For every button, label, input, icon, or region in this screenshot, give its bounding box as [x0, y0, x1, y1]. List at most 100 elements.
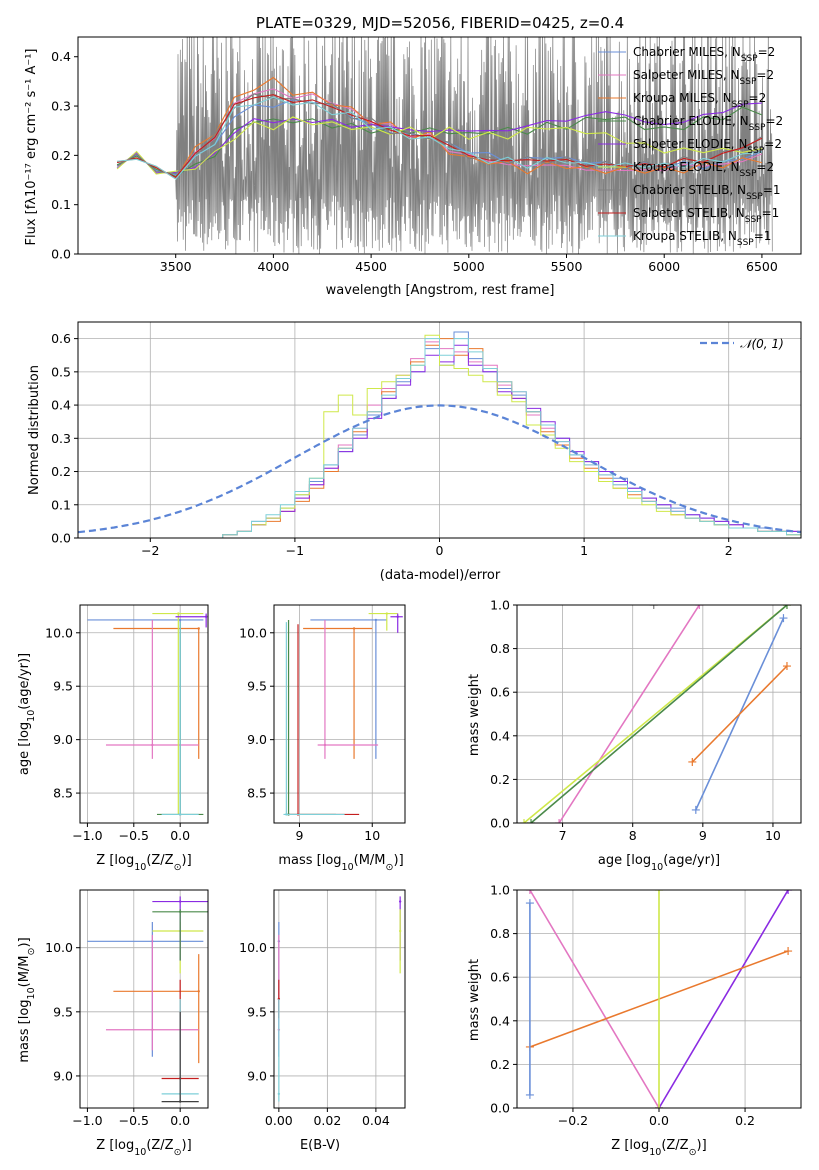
x-tick-label: 4000: [257, 259, 289, 274]
grid: [80, 890, 208, 1108]
x-tick-label: 8: [629, 828, 637, 843]
spectrum-title: PLATE=0329, MJD=52056, FIBERID=0425, z=0…: [256, 14, 624, 32]
x-tick-label: 0.00: [265, 1113, 293, 1128]
y-tick-label: 0.2: [51, 148, 71, 163]
grid: [274, 890, 405, 1108]
y-tick-label: 0.0: [51, 247, 71, 262]
weight-line: [658, 890, 789, 1108]
axes: 0.00 0.02 0.04 9.0 9.5 10.0: [239, 889, 406, 1128]
y-tick-label: 8.5: [247, 786, 267, 801]
y-tick-label: 9.5: [53, 1004, 73, 1019]
plot-area: [525, 890, 793, 1108]
plus-marker: [784, 890, 793, 894]
legend-entry: Kroupa MILES, NSSP=2: [633, 91, 766, 110]
mass-z-ylabel: mass [log10(M/M⊙)]: [17, 937, 37, 1062]
x-tick-label: −1: [286, 543, 304, 558]
data-point: [178, 1100, 182, 1103]
y-tick-label: 0.1: [51, 497, 71, 512]
mw-z-ylabel: mass weight: [467, 959, 482, 1041]
y-tick-label: 0.2: [51, 464, 71, 479]
x-tick-label: −0.2: [558, 1113, 588, 1128]
spectrum-series-line: [116, 102, 762, 174]
axes: −0.2 0.0 0.2 0.0 0.2 0.4 0.6 0.8 1.0: [490, 883, 802, 1128]
plus-marker: [691, 805, 700, 814]
legend-entry: Kroupa ELODIE, NSSP=2: [633, 160, 774, 179]
x-tick-label: 2: [725, 543, 733, 558]
weight-line: [530, 605, 788, 823]
data-point: [178, 910, 182, 913]
legend-entry: Chabrier MILES, NSSP=2: [633, 45, 775, 64]
data-point: [197, 627, 200, 630]
histogram-step: [222, 334, 801, 538]
plus-marker: [688, 757, 697, 766]
x-tick-label: 9: [295, 828, 303, 843]
data-point: [374, 618, 378, 622]
axes-frame: [77, 36, 802, 255]
age-mass-xlabel-rich: mass [log10(M/M⊙)]: [278, 853, 403, 873]
y-tick-label: 0.3: [51, 99, 71, 114]
data-point: [178, 618, 182, 622]
legend-entry: Chabrier STELIB, NSSP=1: [633, 183, 781, 202]
data-point: [177, 612, 180, 615]
x-tick-label: −0.5: [119, 1113, 149, 1128]
y-tick-label: 8.5: [53, 786, 73, 801]
weight-line: [529, 890, 660, 1108]
data-point: [178, 900, 182, 903]
grid: [80, 605, 208, 823]
age-vs-metallicity-panel: −1.0 −0.5 0.0 8.5 9.0 9.5 10.0 Z [log10(Z/Z⊙)] a…: [17, 604, 209, 873]
x-tick-label: −1.0: [72, 1113, 102, 1128]
y-tick-label: 10.0: [239, 940, 267, 955]
x-tick-label: 0.0: [170, 828, 190, 843]
x-tick-label: 0.04: [362, 1113, 390, 1128]
x-tick-label: 3500: [160, 259, 192, 274]
age-z-xlabel: Z [log10(Z/Z⊙)]: [96, 853, 191, 873]
data-point: [385, 612, 389, 615]
histogram-step: [222, 331, 801, 538]
plus-marker: [782, 605, 791, 609]
y-tick-label: 0.4: [490, 1013, 510, 1028]
data-point: [204, 615, 208, 618]
mw-age-ylabel: mass weight: [467, 674, 482, 756]
y-tick-label: 0.0: [490, 816, 510, 831]
axes: −1.0 −0.5 0.0 8.5 9.0 9.5 10.0: [45, 604, 209, 843]
x-tick-label: 5500: [551, 259, 583, 274]
axes: 7 8 9 10 0.0 0.2 0.4 0.6 0.8 1.0: [490, 598, 802, 843]
plus-marker: [649, 605, 658, 609]
plus-marker: [655, 1104, 663, 1108]
mass-vs-ebv-panel: E(B-V) 0.00 0.02 0.04 9.0 9.5 10.0: [239, 889, 406, 1153]
data-point: [396, 615, 399, 618]
y-tick-label: 0.6: [51, 331, 71, 346]
spectrum-ylabel: Flux [fλ10⁻¹⁷ erg cm⁻² s⁻¹ A⁻¹]: [24, 49, 39, 246]
weight-line: [558, 605, 700, 823]
axes-frame: [516, 889, 802, 1109]
histogram-step: [222, 338, 801, 538]
residual-histogram-panel: (data-model)/error Normed distribution −…: [27, 321, 802, 583]
plus-marker: [555, 819, 564, 823]
x-tick-label: −2: [141, 543, 159, 558]
x-tick-label: 1: [580, 543, 588, 558]
x-tick-label: −0.5: [119, 828, 149, 843]
axes-frame: [516, 604, 802, 824]
plot-area: [116, 37, 773, 254]
x-tick-label: 4500: [355, 259, 387, 274]
age-vs-mass-panel: 9 10 8.5 9.0 9.5 10.0 mass [log10(M/M⊙)]: [239, 604, 406, 873]
y-tick-label: 0.8: [490, 926, 510, 941]
age-z-ylabel: age [log10(age/yr)]: [17, 653, 37, 775]
grid: [274, 605, 405, 823]
massweight-vs-metallicity-panel: mass weight −0.2 0.0 0.2 0.0 0.2 0.4 0.6 0.8 1.0…: [467, 883, 802, 1158]
y-tick-label: 1.0: [490, 883, 510, 898]
plus-marker: [695, 605, 704, 609]
data-point: [398, 900, 402, 903]
spectrum-series-line: [116, 116, 763, 175]
spectrum-panel: PLATE=0329, MJD=52056, FIBERID=0425, z=0…: [24, 14, 802, 298]
data-point: [178, 813, 182, 816]
plot-area: [78, 331, 801, 538]
plus-marker: [525, 890, 534, 894]
y-tick-label: 9.5: [247, 1004, 267, 1019]
x-tick-label: 6000: [648, 259, 680, 274]
plus-marker: [782, 662, 791, 671]
mw-age-xlabel: age [log10(age/yr)]: [598, 853, 720, 873]
x-tick-label: 0.2: [735, 1113, 755, 1128]
x-tick-label: 6500: [746, 259, 778, 274]
